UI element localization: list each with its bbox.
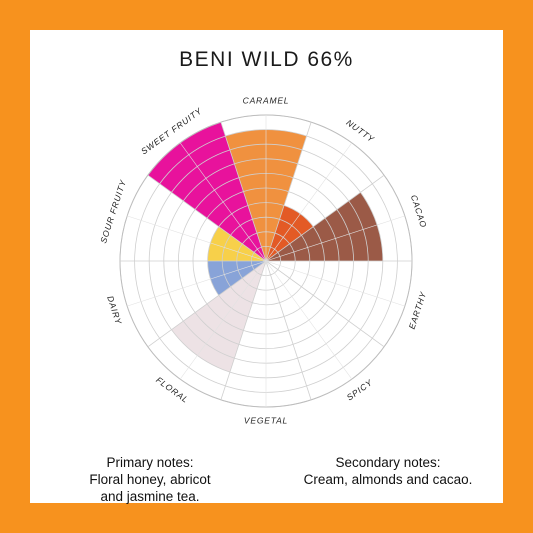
flavor-wheel-chart: CARAMELNUTTYCACAOEARTHYSPICYVEGETALFLORA… <box>98 95 429 425</box>
grid-spoke-5 <box>265 260 312 400</box>
grid-half-spoke-10 <box>179 142 267 262</box>
grid-spoke-4 <box>265 260 385 348</box>
grid-half-spoke-2 <box>265 142 353 262</box>
chart-title: BENI WILD 66% <box>179 48 354 71</box>
category-label-caramel: CARAMEL <box>243 95 290 105</box>
grid-half-spoke-3 <box>265 215 405 262</box>
flavor-card: BENI WILD 66% CARAMEL NUTTY CACAO EARTHY SPI… <box>30 30 503 505</box>
primary-notes-line-2: and jasmine tea. <box>100 489 200 504</box>
segment-nutty <box>266 205 314 261</box>
grid-half-spoke-9 <box>127 215 267 262</box>
grid-half-spoke-8 <box>127 260 267 307</box>
category-label-vegetal: VEGETAL <box>244 415 288 425</box>
grid-spoke-9 <box>147 174 267 262</box>
segment-sweet-fruity <box>147 122 266 261</box>
grid-half-spoke-7 <box>179 260 267 380</box>
grid-spoke-6 <box>220 260 267 400</box>
segment-cacao <box>266 192 383 261</box>
segment-sour-fruity-lower <box>207 261 266 296</box>
grid-spoke-2 <box>265 174 385 262</box>
grid-spoke-7 <box>147 260 267 348</box>
category-label-floral: FLORAL <box>154 375 191 405</box>
primary-notes-line-1: Floral honey, abricot <box>89 472 211 487</box>
grid-spoke-10 <box>220 122 267 262</box>
grid-half-spoke-4 <box>265 260 405 307</box>
category-label-earthy: EARTHY <box>407 290 429 331</box>
grid-half-spoke-5 <box>265 260 353 380</box>
primary-notes-heading: Primary notes: <box>106 455 194 470</box>
secondary-notes-heading: Secondary notes: <box>335 455 441 470</box>
grid-spoke-1 <box>265 122 312 262</box>
category-label-dairy: DAIRY <box>105 295 124 327</box>
secondary-notes: Secondary notes: Cream, almonds and caca… <box>278 454 498 488</box>
category-label-sour-fruity: SOUR FRUITY <box>98 178 128 245</box>
category-label-cacao: CACAO <box>409 194 429 230</box>
primary-notes: Primary notes: Floral honey, abricot and… <box>50 454 250 505</box>
secondary-notes-line-1: Cream, almonds and cacao. <box>303 472 473 487</box>
segment-sour-fruity <box>207 226 266 261</box>
